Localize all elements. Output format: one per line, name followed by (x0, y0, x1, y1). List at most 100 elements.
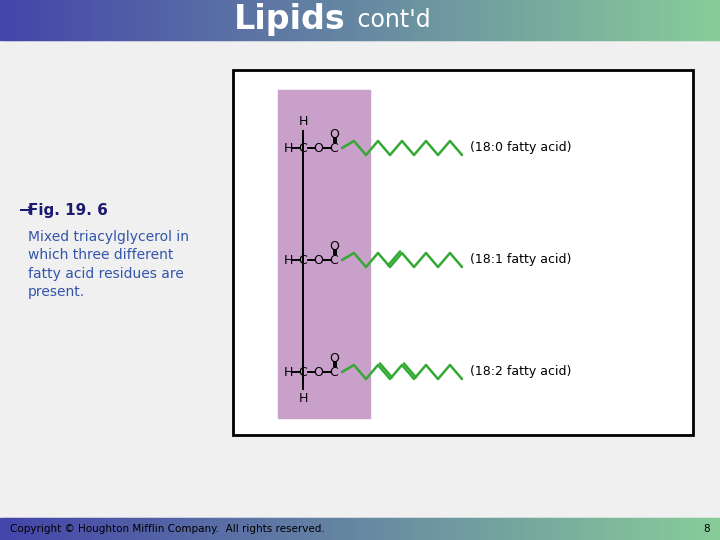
Bar (400, 518, 404, 540)
Bar (403, 0, 408, 40)
Bar (410, 518, 415, 540)
Bar (511, 0, 516, 40)
Bar (18, 0, 22, 40)
Bar (50, 0, 55, 40)
Bar (414, 0, 418, 40)
Bar (259, 0, 264, 40)
Bar (576, 518, 580, 540)
Bar (259, 518, 264, 540)
Bar (166, 0, 170, 40)
Bar (263, 0, 267, 40)
Bar (194, 0, 199, 40)
Text: H: H (283, 253, 293, 267)
Bar (47, 518, 51, 540)
Bar (378, 518, 382, 540)
Bar (641, 0, 645, 40)
Bar (558, 0, 562, 40)
Bar (446, 518, 451, 540)
Bar (317, 518, 321, 540)
Text: →: → (18, 201, 32, 219)
Bar (356, 0, 361, 40)
Text: C: C (330, 253, 338, 267)
Bar (248, 518, 253, 540)
Bar (209, 0, 213, 40)
Bar (248, 0, 253, 40)
Bar (367, 518, 372, 540)
Bar (547, 0, 552, 40)
Bar (83, 518, 87, 540)
Bar (230, 0, 235, 40)
Bar (356, 518, 361, 540)
Bar (428, 0, 433, 40)
Bar (706, 518, 710, 540)
Bar (68, 0, 73, 40)
Bar (515, 518, 519, 540)
Bar (677, 518, 681, 540)
Bar (353, 518, 357, 540)
Bar (133, 518, 138, 540)
Bar (133, 0, 138, 40)
Bar (209, 518, 213, 540)
Bar (94, 0, 98, 40)
Bar (382, 518, 386, 540)
Bar (479, 0, 483, 40)
Bar (233, 70, 693, 435)
Bar (29, 0, 33, 40)
Bar (83, 0, 87, 40)
Bar (256, 518, 260, 540)
Bar (140, 0, 145, 40)
Bar (122, 0, 127, 40)
Bar (522, 518, 526, 540)
Bar (468, 518, 472, 540)
Bar (335, 518, 339, 540)
Bar (220, 0, 224, 40)
Bar (644, 0, 649, 40)
Bar (101, 0, 105, 40)
Bar (428, 518, 433, 540)
Bar (572, 518, 577, 540)
Bar (587, 518, 591, 540)
Bar (119, 0, 123, 40)
Bar (342, 518, 346, 540)
Bar (245, 518, 249, 540)
Bar (590, 0, 595, 40)
Bar (176, 0, 181, 40)
Bar (605, 0, 609, 40)
Bar (324, 518, 328, 540)
Bar (223, 0, 228, 40)
Bar (580, 0, 584, 40)
Bar (278, 90, 370, 418)
Bar (392, 518, 397, 540)
Bar (436, 518, 440, 540)
Bar (223, 518, 228, 540)
Bar (529, 0, 534, 40)
Bar (500, 518, 505, 540)
Bar (151, 0, 156, 40)
Bar (320, 0, 325, 40)
Bar (324, 0, 328, 40)
Bar (86, 518, 91, 540)
Bar (202, 518, 206, 540)
Bar (234, 0, 238, 40)
Bar (263, 518, 267, 540)
Bar (385, 0, 390, 40)
Bar (76, 518, 80, 540)
Bar (436, 0, 440, 40)
Bar (691, 518, 696, 540)
Bar (565, 0, 570, 40)
Bar (288, 0, 292, 40)
Bar (94, 518, 98, 540)
Bar (338, 0, 343, 40)
Bar (637, 518, 642, 540)
Bar (212, 518, 217, 540)
Bar (166, 518, 170, 540)
Bar (0, 0, 4, 40)
Bar (608, 518, 613, 540)
Bar (187, 0, 192, 40)
Bar (367, 0, 372, 40)
Bar (281, 0, 285, 40)
Bar (97, 518, 102, 540)
Bar (454, 518, 458, 540)
Bar (112, 0, 116, 40)
Bar (644, 518, 649, 540)
